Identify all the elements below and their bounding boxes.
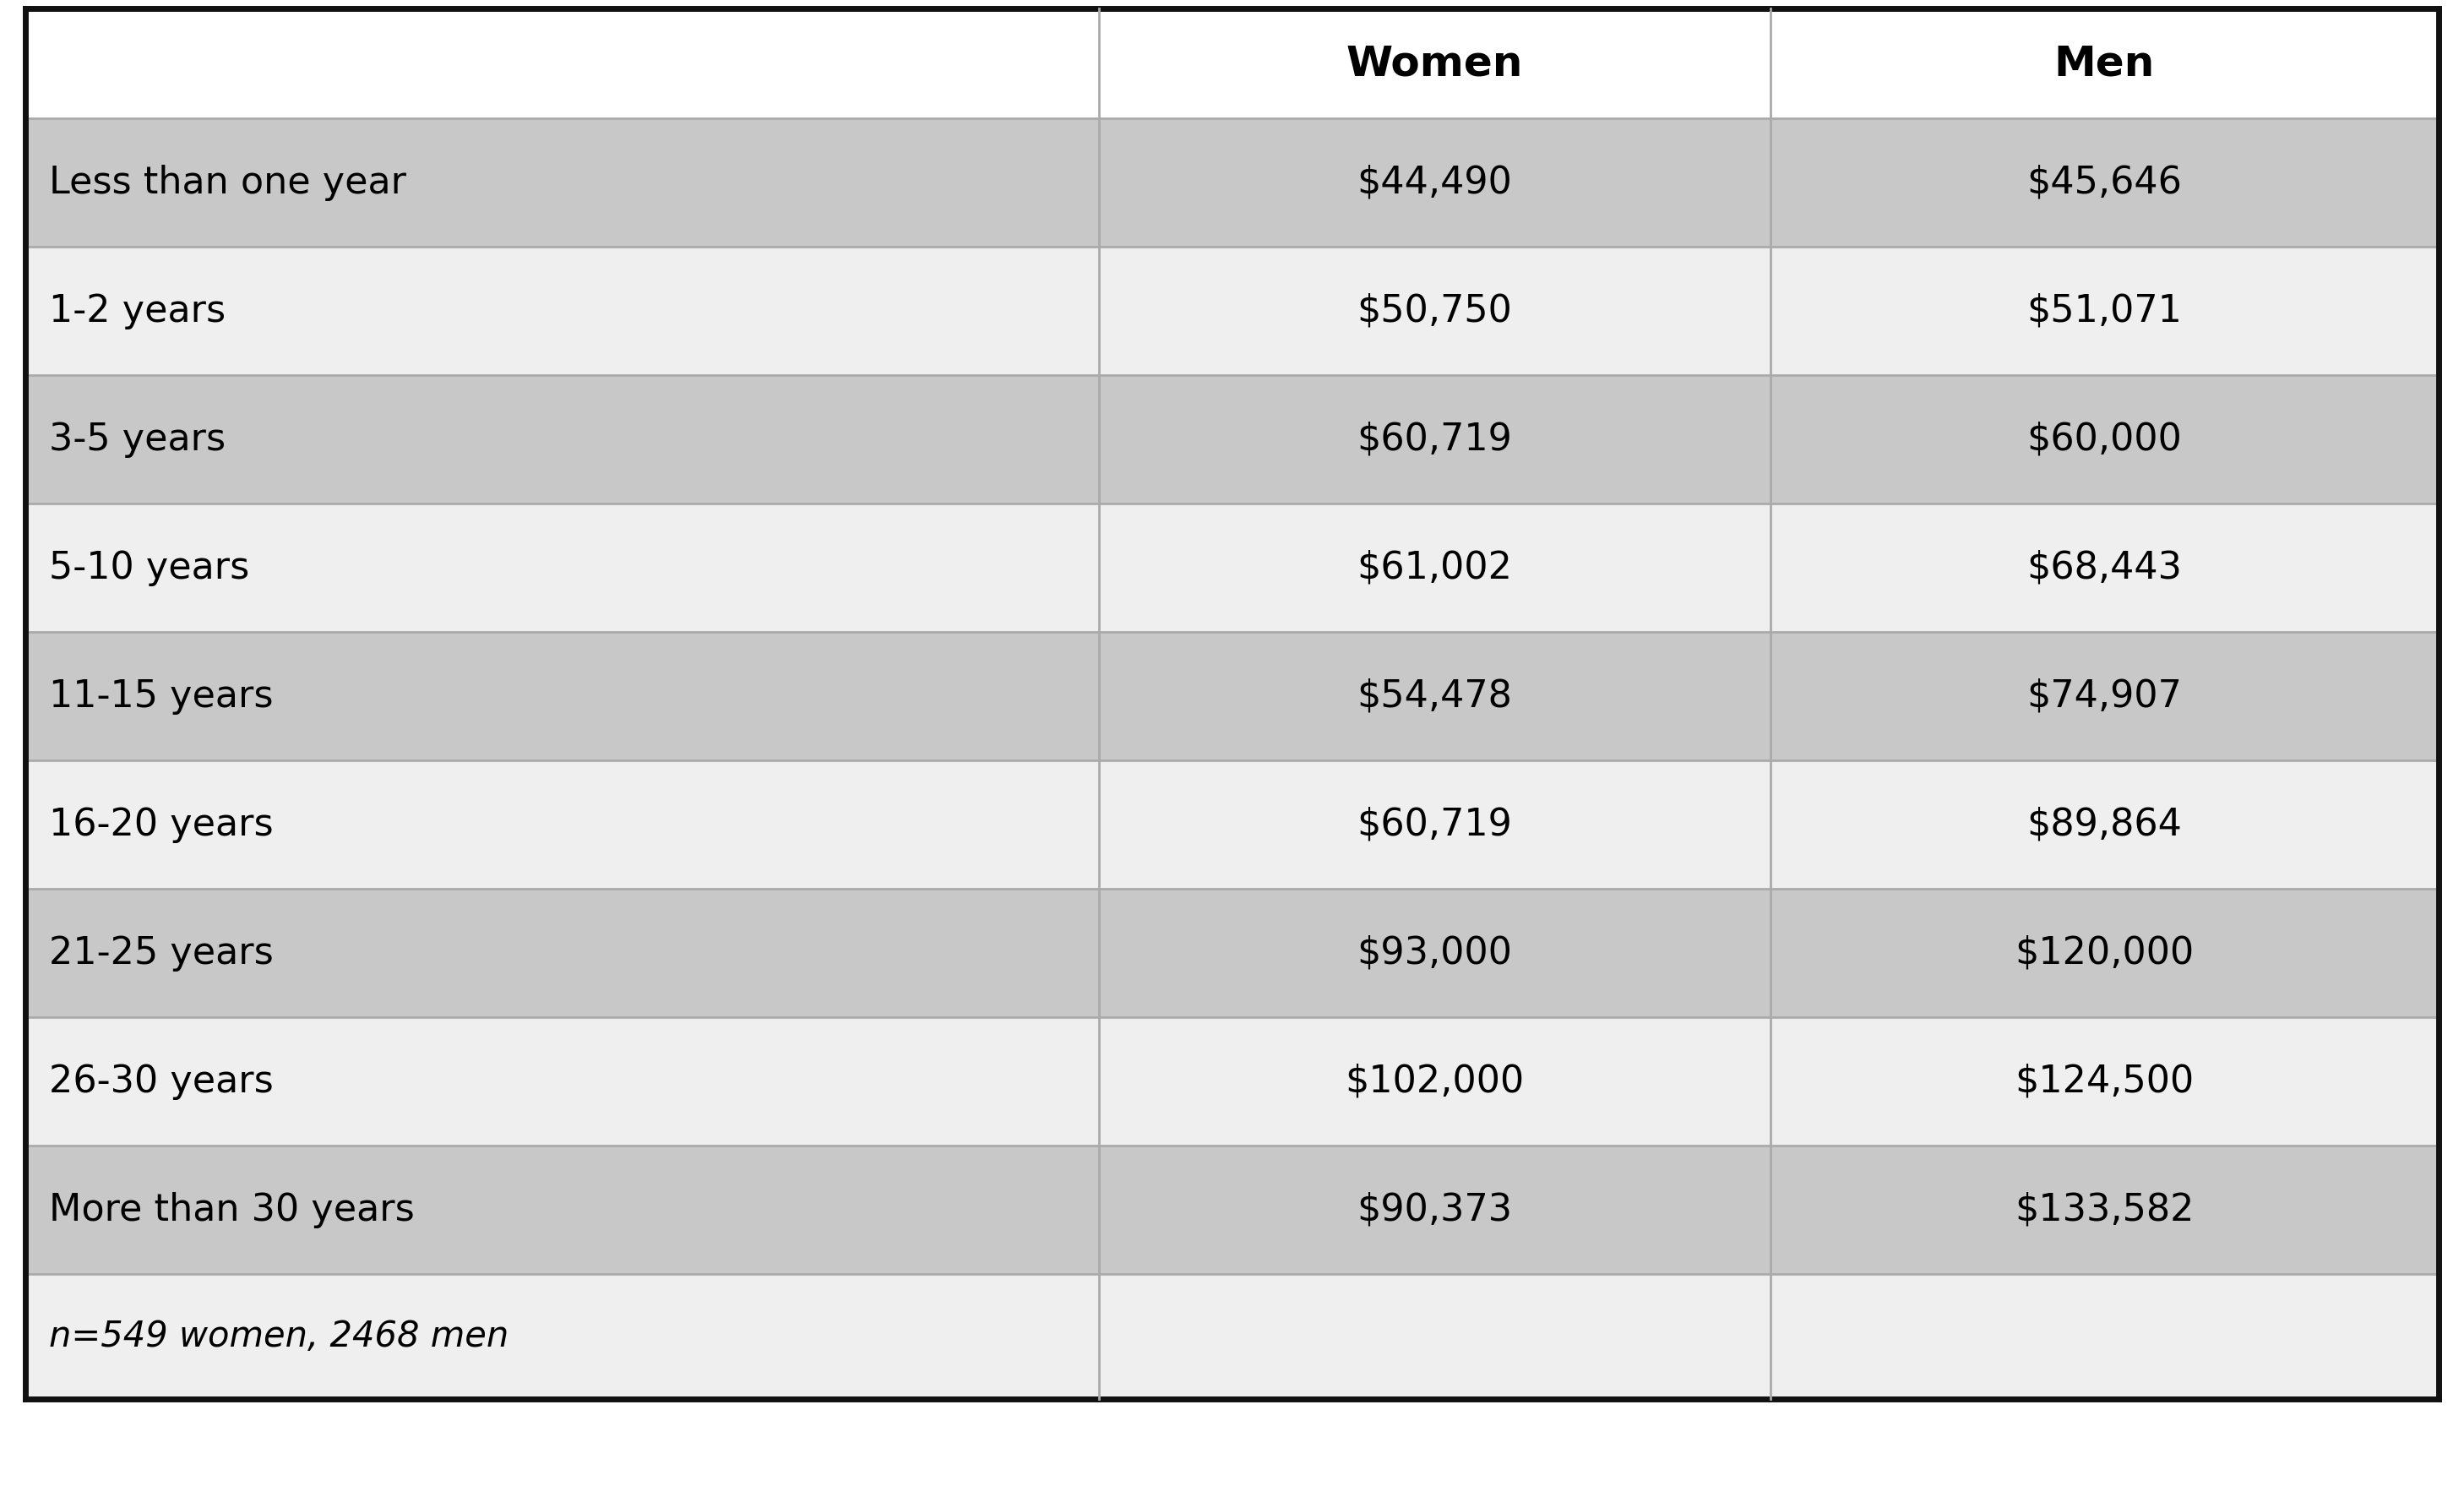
Bar	[25, 760, 2439, 889]
Bar	[25, 247, 2439, 376]
Text: $60,000: $60,000	[2028, 421, 2183, 458]
Text: $133,582: $133,582	[2016, 1192, 2193, 1228]
Text: $90,373: $90,373	[1358, 1192, 1513, 1228]
Text: 26-30 years: 26-30 years	[49, 1063, 274, 1099]
Text: $89,864: $89,864	[2028, 807, 2183, 843]
Bar	[25, 9, 2439, 118]
Text: $45,646: $45,646	[2028, 165, 2183, 201]
Text: $93,000: $93,000	[1358, 934, 1513, 972]
Text: $124,500: $124,500	[2016, 1063, 2193, 1099]
Text: 1-2 years: 1-2 years	[49, 293, 227, 329]
Text: 16-20 years: 16-20 years	[49, 807, 274, 843]
Text: $51,071: $51,071	[2028, 293, 2183, 329]
Bar	[25, 1274, 2439, 1400]
Text: $44,490: $44,490	[1358, 165, 1513, 201]
Text: 21-25 years: 21-25 years	[49, 934, 274, 972]
Bar	[25, 503, 2439, 632]
Text: Men: Men	[2055, 43, 2156, 84]
Text: n=549 women, 2468 men: n=549 women, 2468 men	[49, 1319, 508, 1355]
Text: $120,000: $120,000	[2016, 934, 2193, 972]
Bar	[25, 1145, 2439, 1274]
Text: $68,443: $68,443	[2028, 549, 2183, 585]
Text: $60,719: $60,719	[1358, 807, 1513, 843]
Text: 5-10 years: 5-10 years	[49, 549, 249, 585]
Text: $102,000: $102,000	[1345, 1063, 1525, 1099]
Text: $74,907: $74,907	[2028, 678, 2183, 714]
Text: 11-15 years: 11-15 years	[49, 678, 274, 714]
Bar	[25, 118, 2439, 247]
Text: $61,002: $61,002	[1358, 549, 1513, 585]
Bar	[25, 376, 2439, 503]
Bar	[25, 889, 2439, 1016]
Text: $54,478: $54,478	[1358, 678, 1513, 714]
Text: 3-5 years: 3-5 years	[49, 421, 227, 458]
Text: Women: Women	[1345, 43, 1523, 84]
Text: Less than one year: Less than one year	[49, 165, 407, 201]
Text: $60,719: $60,719	[1358, 421, 1513, 458]
Text: $50,750: $50,750	[1358, 293, 1513, 329]
Text: More than 30 years: More than 30 years	[49, 1192, 414, 1228]
Bar	[25, 1016, 2439, 1145]
Bar	[25, 632, 2439, 760]
